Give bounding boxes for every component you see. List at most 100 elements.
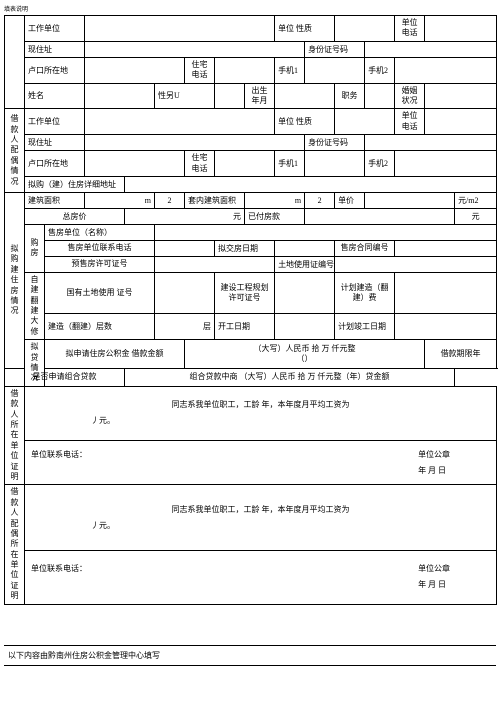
field-sp-household[interactable] xyxy=(85,151,185,177)
label-inner-area: 套内建筑面积 xyxy=(185,192,245,208)
label-sp-household: 卢口所在地 xyxy=(25,151,85,177)
section-cert1: 借款人所在单位证明 xyxy=(5,386,25,485)
field-total-price[interactable]: 元 xyxy=(125,208,245,224)
field-position[interactable] xyxy=(365,83,395,109)
cert2-text: 同志系我单位职工，工龄 年，本年度月平均工资为 丿元。 xyxy=(25,485,497,551)
label-contract-no: 售房合同编号 xyxy=(335,240,395,256)
label-sp-mobile1: 手机1 xyxy=(275,151,305,177)
label-self-build: 自建翻建大修 xyxy=(25,272,45,339)
field-seller-phone[interactable] xyxy=(155,240,215,256)
label-loan-period: 借款期限年 xyxy=(425,340,497,369)
field-birth[interactable] xyxy=(275,83,335,109)
label-mobile1: 手机1 xyxy=(275,57,305,83)
field-seller-name[interactable] xyxy=(155,224,497,240)
field-sp-work-unit[interactable] xyxy=(85,109,275,135)
field-name[interactable] xyxy=(85,83,155,109)
field-current-addr[interactable] xyxy=(85,41,305,57)
field-sp-homephone[interactable] xyxy=(215,151,275,177)
section-left-blank xyxy=(5,16,25,109)
field-start-date[interactable] xyxy=(275,314,335,340)
field-gender[interactable] xyxy=(215,83,245,109)
field-sp-mobile1[interactable] xyxy=(305,151,365,177)
label-sp-work-unit: 工作单位 xyxy=(25,109,85,135)
field-sp-nature[interactable] xyxy=(335,109,395,135)
label-sp-phone: 单位电话 xyxy=(395,109,425,135)
footer-notice: 以下内容由黔南州住房公积金管理中心填写 xyxy=(4,645,496,666)
cert1-text: 同志系我单位职工，工龄 年，本年度月平均工资为 丿元。 xyxy=(25,386,497,440)
label-combo-amount: 组合贷款中商 （大写）人民币 拾 万 仟元整（年）贷金额 xyxy=(125,368,455,386)
field-contract-no[interactable] xyxy=(395,240,497,256)
section-house: 拟购建住房情 况 xyxy=(5,192,25,368)
label-sp-nature: 单位 性质 xyxy=(275,109,335,135)
field-planned-addr[interactable] xyxy=(125,176,497,192)
label-mobile2: 手机2 xyxy=(365,57,395,83)
label-land-use: 土地使用证编号 xyxy=(275,256,335,272)
label-current-addr: 现住址 xyxy=(25,41,85,57)
field-mobile2[interactable] xyxy=(395,57,497,83)
field-presale[interactable] xyxy=(155,256,275,272)
field-sp-addr[interactable] xyxy=(85,135,305,151)
label-planned-date: 拟交房日期 xyxy=(215,240,275,256)
field-inner-area[interactable]: m xyxy=(245,192,305,208)
label-combo-loan: 是否申请组合贷款 xyxy=(5,368,125,386)
field-build-area[interactable]: m xyxy=(85,192,155,208)
label-yuan-2: 元 xyxy=(455,208,497,224)
label-unit-nature: 单位 性质 xyxy=(275,16,335,42)
label-buy-house: 购房 xyxy=(25,224,45,272)
label-id-number: 身份证号码 xyxy=(305,41,365,57)
label-apply-loan: 拟申请住房公积金 借款金额 xyxy=(45,340,185,369)
label-sp-addr: 现住址 xyxy=(25,135,85,151)
field-planned-date[interactable] xyxy=(275,240,335,256)
label-plan-build: 计划建造（翻建）费 xyxy=(335,272,395,314)
label-position: 职务 xyxy=(335,83,365,109)
field-plan-end[interactable] xyxy=(395,314,497,340)
label-plan-end: 计划竣工日期 xyxy=(335,314,395,340)
field-marital[interactable] xyxy=(425,83,497,109)
field-home-phone[interactable] xyxy=(215,57,275,83)
field-unit-price[interactable] xyxy=(365,192,455,208)
field-unit-nature[interactable] xyxy=(335,16,395,42)
label-seller-phone: 售房单位联系电话 xyxy=(45,240,155,256)
label-per-m2: 元/m2 xyxy=(455,192,497,208)
label-marital: 婚姻状况 xyxy=(395,83,425,109)
header-small-text: 填表说明 xyxy=(4,4,496,13)
label-gender: 性另U xyxy=(155,83,215,109)
field-sp-id[interactable] xyxy=(365,135,497,151)
label-construct-plan: 建设工程规划许可证号 xyxy=(215,272,275,314)
field-state-land[interactable] xyxy=(155,272,215,314)
label-floors: 建造（翻建）层数 xyxy=(45,314,155,340)
label-state-land: 国有土地使用 证号 xyxy=(45,272,155,314)
main-form-table: 工作单位 单位 性质 单位电话 现住址 身份证号码 卢口所在地 住宅电话 手机1… xyxy=(4,15,497,605)
label-start-date: 开工日期 xyxy=(215,314,275,340)
label-rmb-upper: （大写）人民币 拾 万 仟元整（） xyxy=(185,340,425,369)
label-two-2: 2 xyxy=(305,192,335,208)
field-paid[interactable] xyxy=(305,208,455,224)
label-home-phone: 住宅电话 xyxy=(185,57,215,83)
label-two-1: 2 xyxy=(155,192,185,208)
field-floors[interactable]: 层 xyxy=(155,314,215,340)
field-work-unit[interactable] xyxy=(85,16,275,42)
label-unit-phone: 单位电话 xyxy=(395,16,425,42)
label-sp-mobile2: 手机2 xyxy=(365,151,395,177)
label-build-area: 建筑面积 xyxy=(25,192,85,208)
field-unit-phone[interactable] xyxy=(425,16,497,42)
label-household: 卢口所在地 xyxy=(25,57,85,83)
field-land-use[interactable] xyxy=(335,256,497,272)
section-cert2: 借款人配偶所在单位证明 xyxy=(5,485,25,604)
label-sp-id: 身份证号码 xyxy=(305,135,365,151)
label-birth: 出生年月 xyxy=(245,83,275,109)
label-paid: 已付房款 xyxy=(245,208,305,224)
field-id-number[interactable] xyxy=(365,41,497,57)
field-household[interactable] xyxy=(85,57,185,83)
field-mobile1[interactable] xyxy=(305,57,365,83)
label-total-price: 总房价 xyxy=(25,208,125,224)
field-plan-build[interactable] xyxy=(395,272,497,314)
section-spouse: 借款人配偶情 况 xyxy=(5,109,25,193)
field-construct-plan[interactable] xyxy=(275,272,335,314)
label-unit-price: 单价 xyxy=(335,192,365,208)
label-name: 姓名 xyxy=(25,83,85,109)
field-sp-phone[interactable] xyxy=(425,109,497,135)
label-planned-addr: 拟购（建）住房详细地址 xyxy=(25,176,125,192)
field-sp-mobile2[interactable] xyxy=(395,151,497,177)
label-work-unit: 工作单位 xyxy=(25,16,85,42)
